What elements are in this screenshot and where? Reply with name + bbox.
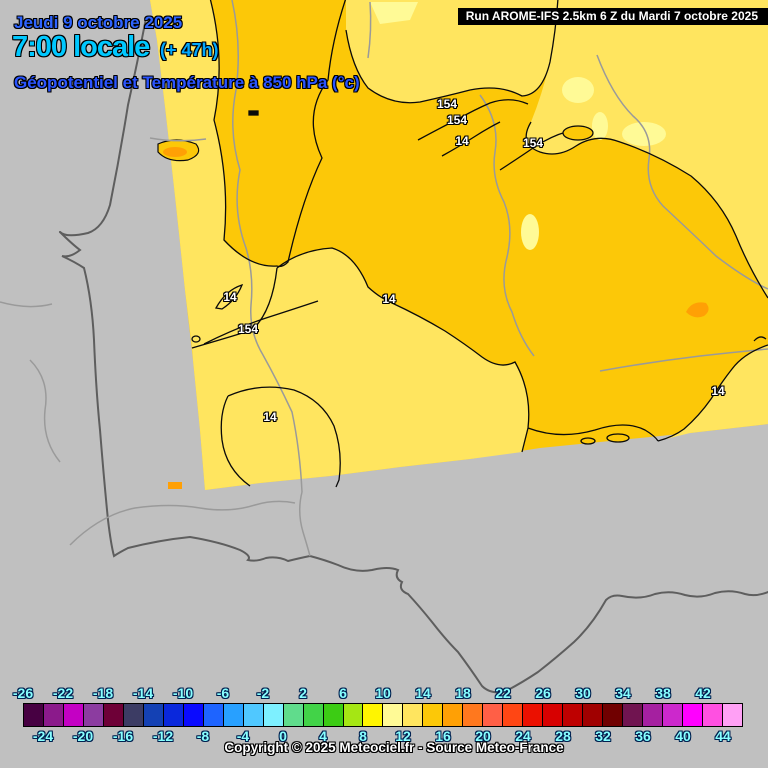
- colorbar-tick-label: 14: [415, 685, 431, 701]
- colorbar-cell: [83, 704, 104, 726]
- colorbar-tick-label: 18: [455, 685, 471, 701]
- model-run-banner: Run AROME-IFS 2.5km 6 Z du Mardi 7 octob…: [457, 8, 768, 25]
- colorbar-cell: [183, 704, 204, 726]
- colorbar-tick-label: 26: [535, 685, 551, 701]
- colorbar-cell: [722, 704, 742, 726]
- admin-borders-grey: [0, 301, 311, 557]
- forecast-date: Jeudi 9 octobre 2025: [14, 13, 183, 32]
- colorbar-tick-label: -4: [236, 728, 250, 744]
- colorbar-tick-label: -10: [172, 685, 194, 701]
- colorbar-tick-label: 24: [515, 728, 531, 744]
- colorbar-tick-label: 34: [615, 685, 631, 701]
- colorbar-tick-label: 28: [555, 728, 571, 744]
- colorbar-cell: [483, 704, 504, 726]
- colorbar-cell: [603, 704, 624, 726]
- colorbar-cell: [682, 704, 703, 726]
- colorbar-tick-label: 12: [395, 728, 411, 744]
- colorbar-tick-label: -12: [152, 728, 174, 744]
- colorbar-tick-label: 2: [299, 685, 307, 701]
- colorbar-cell: [523, 704, 544, 726]
- colorbar-cell: [583, 704, 604, 726]
- colorbar-cell: [443, 704, 464, 726]
- colorbar-cell: [223, 704, 244, 726]
- colorbar-tick-label: -8: [196, 728, 210, 744]
- temp-10-12-patches: [370, 2, 666, 250]
- copyright-notice: Copyright © 2025 Meteociel.fr - Source M…: [224, 740, 564, 755]
- colorbar-tick-label: 30: [575, 685, 591, 701]
- colorbar-tick-label: 10: [375, 685, 391, 701]
- colorbar-tick-label: 36: [635, 728, 651, 744]
- colorbar-cell: [63, 704, 84, 726]
- colorbar-cell: [503, 704, 524, 726]
- colorbar-cell: [463, 704, 484, 726]
- temp-16-18-patches: [157, 139, 709, 489]
- colorbar-cell: [163, 704, 184, 726]
- forecast-offset: (+ 47h): [160, 40, 219, 60]
- colorbar-tick-label: 44: [715, 728, 731, 744]
- contour-label: 154: [436, 97, 458, 111]
- colorbar-tick-label: 40: [675, 728, 691, 744]
- contour-label: 14: [223, 290, 237, 304]
- colorbar-tick-label: 16: [435, 728, 451, 744]
- colorbar-cell: [623, 704, 644, 726]
- colorbar-tick-label: -20: [72, 728, 94, 744]
- admin-borders-domain: [149, 0, 768, 493]
- colorbar-cell: [203, 704, 224, 726]
- colorbar-cell: [303, 704, 324, 726]
- colorbar-cell: [243, 704, 264, 726]
- colorbar-cell: [103, 704, 124, 726]
- colorbar-tick-label: 0: [279, 728, 287, 744]
- colorbar-tick-label: -24: [32, 728, 54, 744]
- forecast-time: 7:00 locale: [12, 31, 150, 63]
- colorbar-tick-label: 20: [475, 728, 491, 744]
- contour-label: 154: [237, 322, 259, 336]
- colorbar-tick-label: 4: [319, 728, 327, 744]
- colorbar-tick-label: -16: [112, 728, 134, 744]
- colorbar-cell: [123, 704, 144, 726]
- colorbar-cell: [563, 704, 584, 726]
- colorbar-tick-label: -18: [92, 685, 114, 701]
- contour-label: 154: [522, 136, 544, 150]
- colorbar-tick-label: 22: [495, 685, 511, 701]
- contour-lines: [191, 0, 768, 488]
- colorbar-cell: [323, 704, 344, 726]
- colorbar-cell: [283, 704, 304, 726]
- colorbar-cell: [263, 704, 284, 726]
- colorbar-tick-label: -22: [52, 685, 74, 701]
- colorbar-cell: [423, 704, 444, 726]
- colorbar-tick-label: -14: [132, 685, 154, 701]
- contour-label: 14: [382, 292, 396, 306]
- contour-label: 14: [711, 384, 725, 398]
- temp-12-14-region: [150, 0, 277, 348]
- colorbar-cell: [403, 704, 424, 726]
- colorbar-tick-label: -2: [256, 685, 270, 701]
- contour-label: 154: [446, 113, 468, 127]
- colorbar-cell: [643, 704, 663, 726]
- model-domain: [150, 0, 768, 490]
- contour-label: 14: [263, 410, 277, 424]
- colorbar-tick-label: 8: [359, 728, 367, 744]
- colorbar-tick-label: 6: [339, 685, 347, 701]
- colorbar-cell: [543, 704, 564, 726]
- colorbar-cell: [383, 704, 404, 726]
- colorbar-cell: [663, 704, 683, 726]
- parameter-title: Géopotentiel et Température à 850 hPa (°…: [14, 73, 360, 92]
- colorbar-cell: [143, 704, 164, 726]
- colorbar-cell: [363, 704, 384, 726]
- temperature-colorbar: [23, 703, 743, 727]
- colorbar-tick-label: 38: [655, 685, 671, 701]
- colorbar-tick-label: 42: [695, 685, 711, 701]
- colorbar-cell: [343, 704, 364, 726]
- coastline: [59, 17, 768, 694]
- colorbar-cell: [24, 704, 44, 726]
- colorbar-cell: [702, 704, 723, 726]
- colorbar-tick-label: -26: [12, 685, 34, 701]
- colorbar-cell: [43, 704, 64, 726]
- contour-label: 14: [455, 134, 469, 148]
- colorbar-tick-label: -6: [216, 685, 230, 701]
- colorbar-tick-label: 32: [595, 728, 611, 744]
